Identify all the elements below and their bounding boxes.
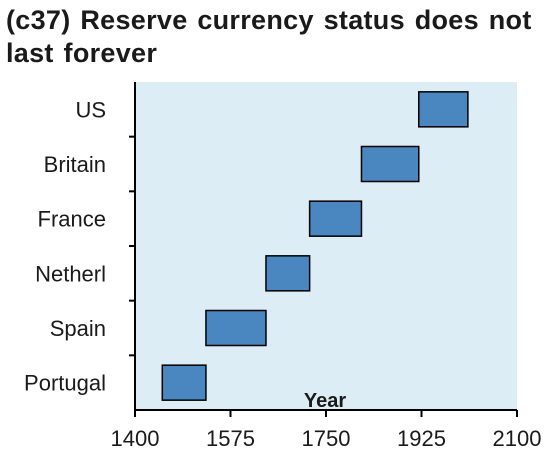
x-tick-label-1400: 1400 [111,426,160,451]
category-labels-group: Portugal Spain Netherl France Britain US [24,97,106,395]
bar-spain [205,309,267,347]
chart-title: (c37) Reserve currency status does not l… [6,5,532,68]
bar-britain [360,145,420,183]
category-label-spain: Spain [50,316,106,341]
x-axis-title: Year [304,390,346,412]
bar-netherl [265,255,311,292]
bars-group [161,91,469,401]
bar-france [308,200,363,237]
x-tick-label-1925: 1925 [397,426,446,451]
y-ticks-group [129,135,135,357]
category-label-france: France [38,207,106,232]
x-ticks-group: 1400 1575 1750 1925 2100 [111,410,542,451]
bar-us [418,91,469,128]
x-tick-label-1750: 1750 [302,426,351,451]
category-label-britain: Britain [44,152,106,177]
bar-portugal [161,364,207,401]
x-tick-label-2100: 2100 [493,426,542,451]
category-label-netherl: Netherl [35,261,106,286]
category-label-us: US [75,97,106,122]
x-tick-label-1575: 1575 [206,426,255,451]
plot-area [135,82,517,410]
category-label-portugal: Portugal [24,371,106,396]
